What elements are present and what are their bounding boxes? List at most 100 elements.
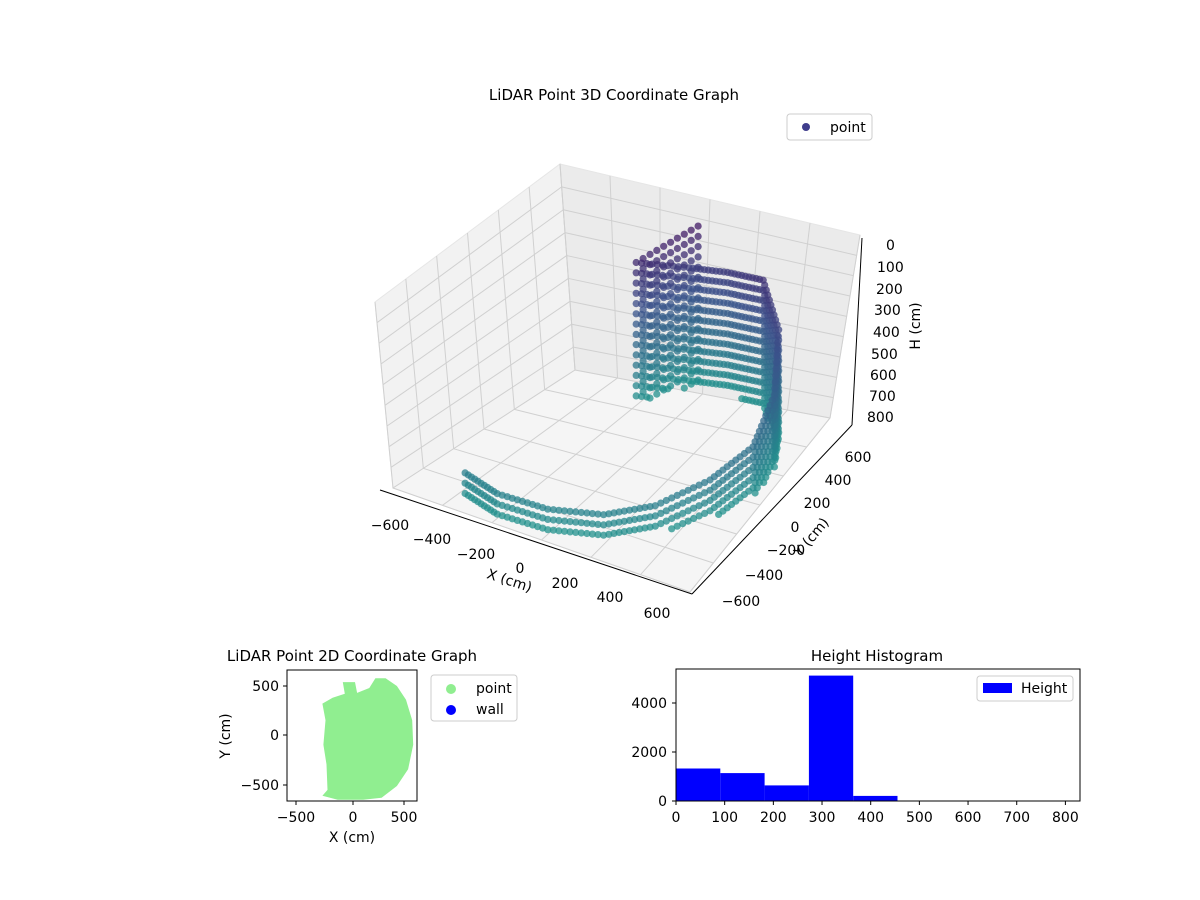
point-3d: [639, 275, 647, 283]
point-3d: [667, 310, 675, 318]
x-tick: 600: [644, 606, 671, 622]
point-3d: [651, 502, 659, 510]
point-3d: [639, 295, 647, 304]
chart-2d: LiDAR Point 2D Coordinate Graph −500 0 5…: [218, 647, 518, 846]
point-3d: [690, 494, 698, 502]
grid-line: [374, 301, 394, 489]
point-3d: [583, 509, 591, 517]
point-3d: [653, 267, 661, 275]
point-3d: [653, 349, 661, 357]
grid-line: [561, 186, 857, 256]
x-tick: −500: [277, 810, 315, 826]
point-3d: [577, 519, 585, 527]
point-3d: [667, 351, 675, 359]
point-3d: [653, 257, 661, 265]
point-3d: [653, 298, 661, 306]
point-3d: [690, 504, 698, 512]
point-3d: [667, 249, 675, 257]
histogram-bar: [720, 773, 765, 801]
point-3d: [660, 335, 668, 343]
point-3d: [577, 529, 585, 537]
point-3d: [684, 496, 692, 505]
point-3d: [680, 261, 688, 269]
point-3d: [679, 520, 687, 528]
point-3d: [555, 506, 563, 514]
point-cloud-2d: [322, 678, 414, 800]
point-3d: [632, 279, 640, 287]
legend-marker-point: [446, 684, 456, 694]
x-tick: 700: [1003, 810, 1030, 826]
x-tick: 0: [516, 561, 525, 577]
point-3d: [694, 284, 702, 292]
histogram-bar: [808, 675, 854, 801]
point-3d: [687, 380, 695, 388]
grid-line: [787, 223, 811, 411]
point-3d: [643, 311, 651, 319]
point-3d: [572, 528, 580, 537]
grid-line: [559, 163, 576, 371]
grid-line: [528, 186, 546, 390]
y-tick: 0: [791, 520, 800, 536]
point-3d: [774, 332, 782, 340]
point-3d: [680, 323, 688, 331]
y-axis-label: Y (cm): [218, 713, 234, 759]
point-3d: [701, 499, 709, 507]
point-3d: [660, 376, 668, 384]
point-3d: [673, 491, 681, 499]
point-3d: [687, 226, 695, 234]
legend-label-point: point: [476, 681, 512, 697]
point-3d: [687, 288, 695, 296]
point-3d: [660, 294, 668, 302]
point-3d: [639, 316, 647, 324]
point-3d: [639, 357, 647, 365]
point-3d: [653, 318, 661, 326]
point-3d: [694, 232, 702, 240]
point-3d: [560, 507, 569, 515]
point-3d: [653, 287, 661, 295]
y-axis-line: [691, 424, 853, 595]
point-3d: [679, 509, 687, 517]
point-3d: [772, 365, 780, 373]
grid-line: [405, 278, 424, 469]
legend-box: [976, 675, 1074, 702]
point-3d: [694, 366, 702, 374]
point-3d: [694, 325, 702, 333]
point-3d: [701, 509, 709, 517]
point-3d: [667, 238, 675, 246]
point-3d: [667, 320, 675, 328]
x-tick: −600: [371, 518, 409, 534]
grid-line: [609, 175, 618, 379]
point-3d: [660, 355, 668, 363]
point-3d: [643, 352, 651, 360]
point-cloud-2d-fill: [322, 678, 414, 800]
z-tick: 100: [877, 260, 904, 276]
point-3d: [772, 371, 780, 380]
point-3d: [680, 384, 688, 392]
point-3d: [694, 345, 702, 353]
chart-3d-title: LiDAR Point 3D Coordinate Graph: [489, 86, 739, 104]
point-3d: [560, 517, 569, 525]
point-3d: [667, 290, 675, 298]
point-3d: [632, 341, 640, 349]
point-3d: [679, 499, 687, 507]
point-3d: [588, 520, 597, 528]
point-3d: [632, 310, 640, 318]
point-3d: [588, 509, 597, 518]
point-3d: [687, 349, 695, 357]
point-3d: [632, 371, 640, 379]
y-tick: 600: [845, 450, 872, 466]
grid-line: [563, 209, 854, 277]
point-3d: [643, 331, 651, 339]
point-3d: [667, 269, 675, 277]
point-3d: [687, 236, 695, 244]
point-3d: [594, 520, 602, 529]
point-3d: [653, 246, 661, 254]
point-3d: [632, 382, 640, 390]
y-tick: 0: [270, 728, 279, 744]
y-tick: 2000: [631, 745, 667, 761]
z-tick: 200: [876, 282, 903, 298]
point-3d: [461, 479, 469, 487]
point-3d: [701, 479, 709, 487]
chart-2d-title: LiDAR Point 2D Coordinate Graph: [227, 647, 477, 665]
point-3d: [695, 491, 703, 499]
